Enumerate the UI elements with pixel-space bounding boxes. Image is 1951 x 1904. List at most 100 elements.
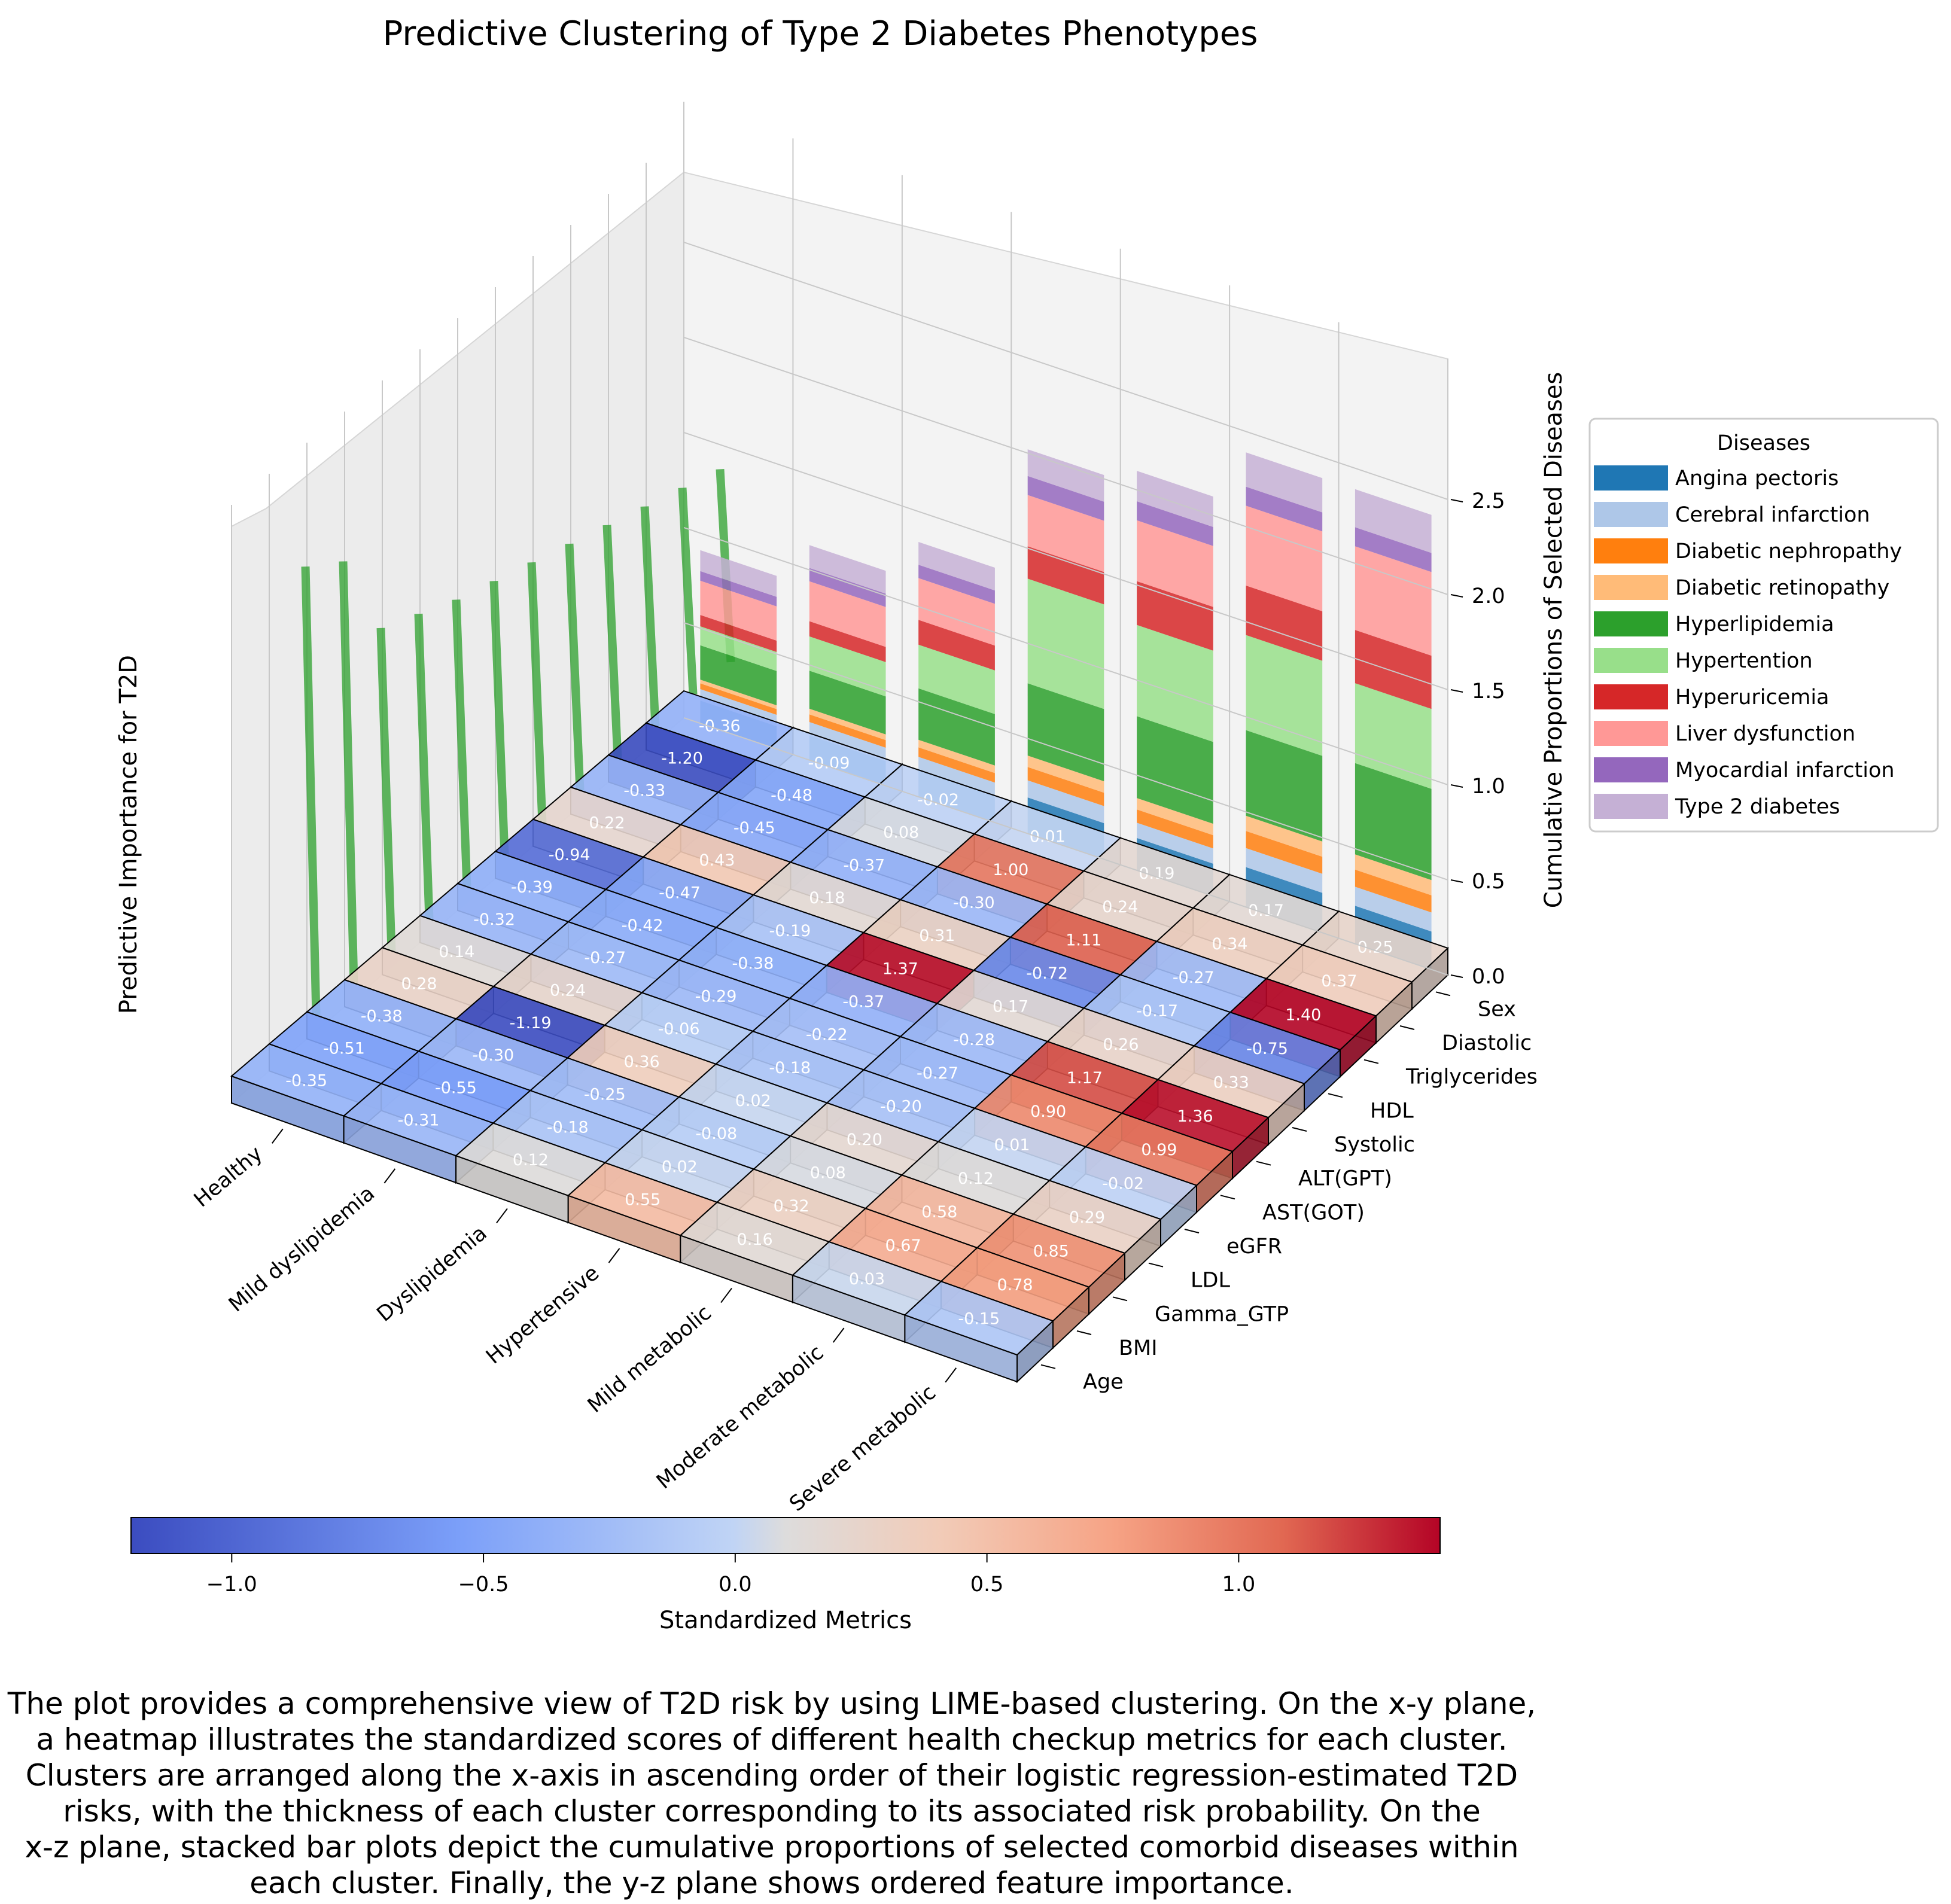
stacked-bar-segment — [1355, 489, 1432, 553]
heatmap-cell-label: 0.01 — [994, 1136, 1030, 1154]
heatmap-cell-label: 1.11 — [1066, 931, 1101, 949]
z-tick-mark — [1450, 974, 1463, 978]
z-gridline — [683, 622, 1448, 881]
stacked-bar-segment — [700, 580, 777, 641]
legend-swatch — [1594, 757, 1668, 782]
cluster-tick-mark — [383, 1168, 396, 1184]
feature-tick-label: AST(GOT) — [1262, 1201, 1365, 1224]
legend-title: Diseases — [1717, 431, 1810, 455]
heatmap-cell-label: 0.24 — [550, 981, 586, 1000]
caption-line: each cluster. Finally, the y-z plane sho… — [249, 1866, 1293, 1900]
feature-tick-labels: Age BMI Gamma_GTP LDL eGFR AST(GOT) ALT(GPT) Sy… — [1040, 991, 1538, 1394]
z-tick-mark — [1450, 594, 1463, 598]
stacked-bar-segment — [1355, 854, 1432, 895]
stacked-bar-segment — [1246, 730, 1323, 842]
legend-label: Type 2 diabetes — [1675, 795, 1840, 819]
heatmap-cell-label: -0.22 — [806, 1026, 848, 1044]
heatmap-cell-label: -0.55 — [435, 1079, 477, 1097]
stacked-bar-segment — [700, 680, 777, 709]
heatmap-cell: -0.15 — [903, 1281, 1054, 1384]
stacked-bar-segment — [918, 542, 995, 591]
z-tick-mark — [1450, 784, 1463, 788]
legend-label: Myocardial infarction — [1675, 758, 1895, 782]
heatmap-cell-label: -0.20 — [880, 1097, 922, 1116]
cluster-tick-mark — [271, 1128, 284, 1144]
feature-tick-mark — [1435, 991, 1451, 997]
heatmap-cell-label: 0.22 — [589, 814, 625, 832]
stacked-bar-segment — [1137, 809, 1213, 849]
colorbar: −1.0 −0.5 0.0 0.5 1.0 Standardized Metrics — [130, 1517, 1441, 1634]
heatmap-cell-label: -1.20 — [661, 750, 703, 768]
cluster-tick-mark — [608, 1248, 620, 1263]
heatmap-cell-label: 1.37 — [882, 959, 918, 978]
z-tick-label: 0.5 — [1472, 870, 1505, 894]
caption-line: Clusters are arranged along the x-axis i… — [26, 1758, 1518, 1793]
caption-line: a heatmap illustrates the standardized s… — [36, 1722, 1507, 1757]
heatmap-cell-label: -0.35 — [285, 1071, 327, 1090]
stacked-bar-segment — [918, 620, 995, 671]
heatmap-cell-label: 0.28 — [401, 975, 437, 994]
heatmap-cell-label: -0.27 — [917, 1064, 958, 1083]
stacked-bar-segment — [700, 645, 777, 706]
feature-tick-label: Systolic — [1334, 1133, 1415, 1157]
feature-importance-bar — [527, 562, 547, 823]
heatmap-cell-label: 0.19 — [1139, 864, 1174, 883]
stacked-bar-segment — [1246, 505, 1323, 611]
z-tick-label: 0.0 — [1472, 965, 1505, 989]
stacked-bar-segment — [1246, 831, 1323, 874]
heatmap-cell-label: 0.17 — [993, 998, 1028, 1016]
heatmap-cell-label: 1.00 — [993, 861, 1028, 879]
stacked-bar-segment — [1246, 585, 1323, 661]
stacked-bar-segment — [700, 571, 777, 607]
stacked-bar-segment — [1137, 822, 1213, 864]
heatmap-cell-label: 0.12 — [513, 1151, 549, 1169]
heatmap-cell-label: -0.02 — [1102, 1175, 1144, 1193]
heatmap-cell-label: -0.09 — [808, 754, 850, 772]
heatmap-cell-label: 0.43 — [699, 851, 735, 870]
heatmap-cell-label: -0.19 — [769, 922, 811, 940]
cluster-tick-label: Dyslipidemia — [373, 1221, 492, 1327]
stacked-bar-segment — [1355, 763, 1432, 881]
heatmap-cell-label: 0.02 — [662, 1157, 698, 1176]
feature-tick-mark — [1220, 1195, 1235, 1200]
legend-label: Hypertention — [1675, 649, 1813, 673]
stacked-bar-segment — [1027, 767, 1104, 806]
heatmap-cell-label: 0.36 — [624, 1053, 660, 1071]
heatmap-cell-label: -0.45 — [733, 819, 775, 837]
heatmap-cell-label: -0.51 — [323, 1039, 365, 1058]
heatmap-cell-label: 0.85 — [1033, 1242, 1069, 1261]
heatmap-cell-label: -0.75 — [1246, 1040, 1288, 1058]
heatmap-cell-label: 0.32 — [774, 1197, 809, 1215]
colorbar-tick-label: 1.0 — [1222, 1573, 1256, 1597]
heatmap-cells: -0.36 -0.09 -0.02 0.01 0.19 0.17 0.25 -1.20 -0.4… — [230, 690, 1449, 1384]
heatmap-cell-label: -0.33 — [623, 781, 665, 800]
heatmap-cell-label: -0.38 — [361, 1007, 403, 1026]
feature-importance-bar — [640, 506, 660, 727]
feature-tick-mark — [1076, 1330, 1092, 1335]
legend-swatch — [1594, 611, 1668, 636]
stacked-bar-segment — [809, 714, 886, 748]
heatmap-cell-label: -0.94 — [549, 846, 591, 864]
feature-importance-bar — [301, 566, 321, 1016]
cluster-tick-mark — [720, 1287, 732, 1303]
legend-swatch — [1594, 502, 1668, 527]
cluster-tick-mark — [945, 1367, 957, 1383]
feature-importance-bar — [489, 581, 509, 855]
stacked-bar-segment — [1355, 546, 1432, 656]
heatmap-cell-label: -1.19 — [510, 1014, 552, 1032]
feature-tick-label: HDL — [1370, 1099, 1414, 1123]
heatmap-cell-label: 0.02 — [735, 1092, 771, 1110]
heatmap-cell-label: 0.08 — [883, 824, 919, 842]
legend-label: Diabetic retinopathy — [1675, 576, 1889, 600]
feature-tick-label: Triglycerides — [1405, 1065, 1538, 1089]
heatmap-cell-label: 0.90 — [1030, 1102, 1066, 1121]
heatmap-cell-label: -0.37 — [842, 992, 884, 1011]
z-gridline — [683, 717, 1448, 976]
feature-tick-mark — [1040, 1364, 1056, 1369]
y-axis-title: Predictive Importance for T2D — [115, 655, 142, 1014]
heatmap-cell-label: -0.29 — [695, 987, 737, 1006]
heatmap-cell-label: 0.17 — [1248, 901, 1284, 920]
legend-swatch — [1594, 794, 1668, 819]
feature-tick-mark — [1112, 1296, 1128, 1302]
